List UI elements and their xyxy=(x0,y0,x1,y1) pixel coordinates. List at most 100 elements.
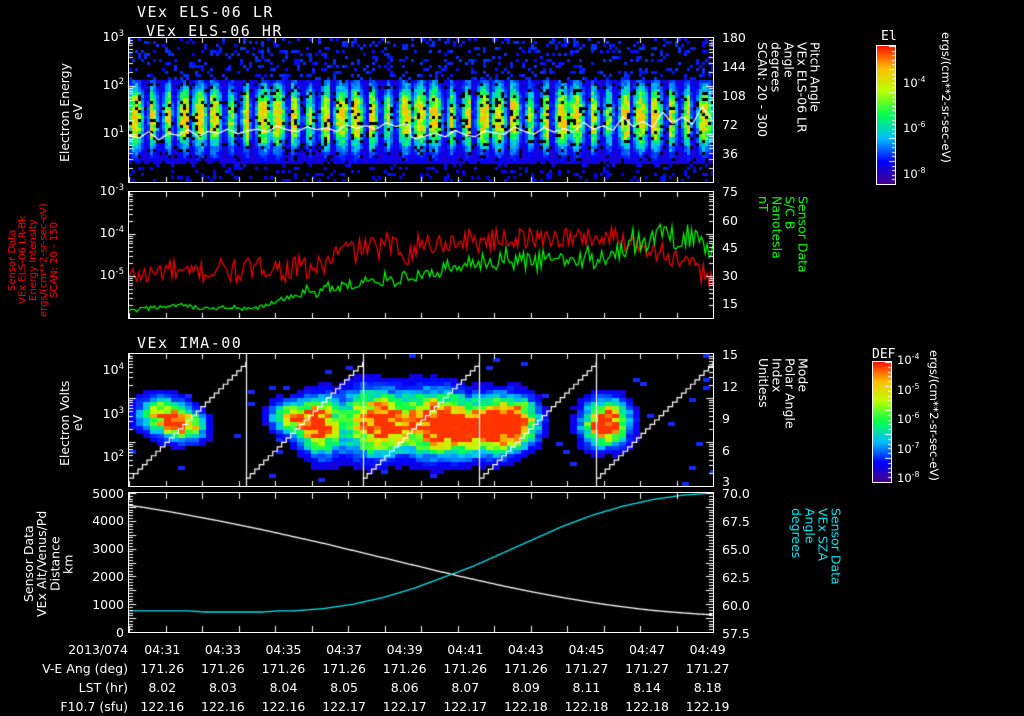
table-cell: 04:31 xyxy=(144,642,181,657)
table-cell: 171.26 xyxy=(140,661,185,676)
panel4-ytick-0: 0 xyxy=(116,625,124,640)
table-row: 2013/074 04:31 04:33 04:35 04:37 04:39 04:41 04… xyxy=(0,640,738,659)
table-cell: 122.17 xyxy=(322,699,366,714)
panel1-rtick-180: 180 xyxy=(722,30,746,45)
panel1-plot-area[interactable] xyxy=(128,37,714,183)
panel2-rtick-15: 15 xyxy=(722,296,738,311)
panel4-ytick-4000: 4000 xyxy=(92,513,124,528)
colorbar2-tick-5: 10-8 xyxy=(897,470,920,485)
table-cell: 04:41 xyxy=(447,642,484,657)
panel3-ytick-3: 103 xyxy=(102,406,124,422)
table-cell: 171.26 xyxy=(261,661,306,676)
table-cell: 171.26 xyxy=(382,661,427,676)
colorbar1 xyxy=(876,45,896,185)
panel3-rtick-6: 6 xyxy=(722,443,730,458)
panel4-rtick-57: 57.5 xyxy=(722,626,750,641)
table-cell: 04:39 xyxy=(386,642,423,657)
table-row-label: LST (hr) xyxy=(78,680,128,695)
panel3-left-axis-label: Electron Volts eV xyxy=(57,380,86,466)
colorbar2 xyxy=(872,361,892,483)
table-cell: 04:47 xyxy=(629,642,666,657)
panel4-rtick-70: 70.0 xyxy=(722,486,750,501)
table-row: LST (hr) 8.02 8.03 8.04 8.05 8.06 8.07 8.09 8.11… xyxy=(0,678,738,697)
table-cell: 122.16 xyxy=(201,699,245,714)
table-row-label: F10.7 (sfu) xyxy=(60,699,128,714)
panel1-rtick-36: 36 xyxy=(722,146,738,161)
colorbar1-name: El xyxy=(881,29,897,44)
table-cell: 8.09 xyxy=(511,680,540,695)
panel2-rtick-45: 45 xyxy=(722,240,738,255)
panel3-rtick-12: 12 xyxy=(722,379,738,394)
table-cell: 8.03 xyxy=(208,680,237,695)
table-cell: 122.18 xyxy=(564,699,609,714)
panel3-ytick-4: 104 xyxy=(102,362,124,378)
panel1-title-hr: VEx ELS-06 HR xyxy=(146,22,283,40)
table-cell: 122.16 xyxy=(261,699,306,714)
panel1-ytick-3: 103 xyxy=(102,29,124,45)
table-cell: 122.16 xyxy=(140,699,185,714)
panel3-rtick-3: 3 xyxy=(722,474,730,489)
colorbar1-tick-2: 10-6 xyxy=(903,120,926,135)
panel4-ytick-2000: 2000 xyxy=(92,569,124,584)
panel1-rtick-108: 108 xyxy=(722,88,746,103)
table-cell: 171.26 xyxy=(322,661,366,676)
panel4-ytick-1000: 1000 xyxy=(92,597,124,612)
table-cell: 122.18 xyxy=(625,699,669,714)
table-cell: 8.04 xyxy=(269,680,298,695)
panel4-rtick-60: 60.0 xyxy=(722,598,750,613)
panel4-ytick-5000: 5000 xyxy=(92,486,124,501)
table-cell: 04:33 xyxy=(204,642,241,657)
panel4-rtick-62: 62.5 xyxy=(722,570,750,585)
table-cell: 171.26 xyxy=(503,661,548,676)
table-cell: 8.14 xyxy=(633,680,661,695)
panel2-ytick-1: 10-3 xyxy=(99,183,124,199)
colorbar2-units: ergs/(cm**2-sr-sec-eV) xyxy=(927,350,942,481)
panel1-rtick-144: 144 xyxy=(722,59,746,74)
colorbar2-tick-3: 10-6 xyxy=(897,411,920,426)
table-cell: 122.17 xyxy=(382,699,427,714)
colorbar1-tick-1: 10-4 xyxy=(903,75,926,90)
table-cell: 04:49 xyxy=(689,642,726,657)
panel2-right-axis-label: Sensor Data S/C B Nanotesla nT xyxy=(756,196,811,273)
table-cell: 8.11 xyxy=(572,680,601,695)
table-cell: 8.05 xyxy=(330,680,358,695)
table-cell: 04:45 xyxy=(568,642,605,657)
colorbar2-tick-1: 10-4 xyxy=(897,352,920,367)
panel3-title: VEx IMA-00 xyxy=(137,334,243,352)
panel2-ytick-3: 10-5 xyxy=(99,267,124,283)
table-cell: 8.06 xyxy=(390,680,419,695)
colorbar2-name: DEF xyxy=(872,347,896,362)
panel1-rtick-72: 72 xyxy=(722,117,738,132)
panel2-ytick-2: 10-4 xyxy=(99,225,124,241)
table-row-label: 2013/074 xyxy=(68,642,128,657)
table-cell: 171.26 xyxy=(201,661,245,676)
table-cell: 8.18 xyxy=(693,680,722,695)
panel3-ytick-2: 102 xyxy=(102,449,124,465)
panel1-title-lr: VEx ELS-06 LR xyxy=(137,3,274,21)
table-cell: 04:43 xyxy=(507,642,544,657)
panel4-plot-area[interactable] xyxy=(128,492,714,633)
table-cell: 171.27 xyxy=(564,661,609,676)
panel2-plot-area[interactable] xyxy=(128,191,714,319)
panel4-ytick-3000: 3000 xyxy=(92,541,124,556)
panel3-rtick-15: 15 xyxy=(722,347,738,362)
table-row: V-E Ang (deg) 171.26 171.26 171.26 171.26 171… xyxy=(0,659,738,678)
panel1-ytick-2: 102 xyxy=(102,77,124,93)
panel1-right-axis-label: Pitch Angle VEx ELS-06 LR Angle degrees … xyxy=(755,42,823,137)
panel2-rtick-60: 60 xyxy=(722,213,738,228)
table-cell: 171.27 xyxy=(685,661,730,676)
panel3-right-axis-label: Mode Polar Angle Index Unitless xyxy=(756,358,811,429)
panel4-right-axis-label: Sensor Data VEx SZA Angle degrees xyxy=(789,508,844,585)
panel2-rtick-30: 30 xyxy=(722,268,738,283)
table-cell: 8.07 xyxy=(451,680,480,695)
panel1-left-axis-label: Electron Energy eV xyxy=(57,62,86,162)
colorbar1-units: ergs/(cm**2-sr-sec-eV) xyxy=(939,32,954,163)
panel4-rtick-67: 67.5 xyxy=(722,514,750,529)
panel4-rtick-65: 65.0 xyxy=(722,542,750,557)
table-cell: 122.17 xyxy=(443,699,488,714)
table-cell: 122.18 xyxy=(503,699,548,714)
panel3-plot-area[interactable] xyxy=(128,353,714,487)
colorbar2-tick-2: 10-5 xyxy=(897,382,920,397)
table-cell: 171.26 xyxy=(443,661,488,676)
bottom-table: 2013/074 04:31 04:33 04:35 04:37 04:39 04:41 04… xyxy=(0,640,1024,716)
